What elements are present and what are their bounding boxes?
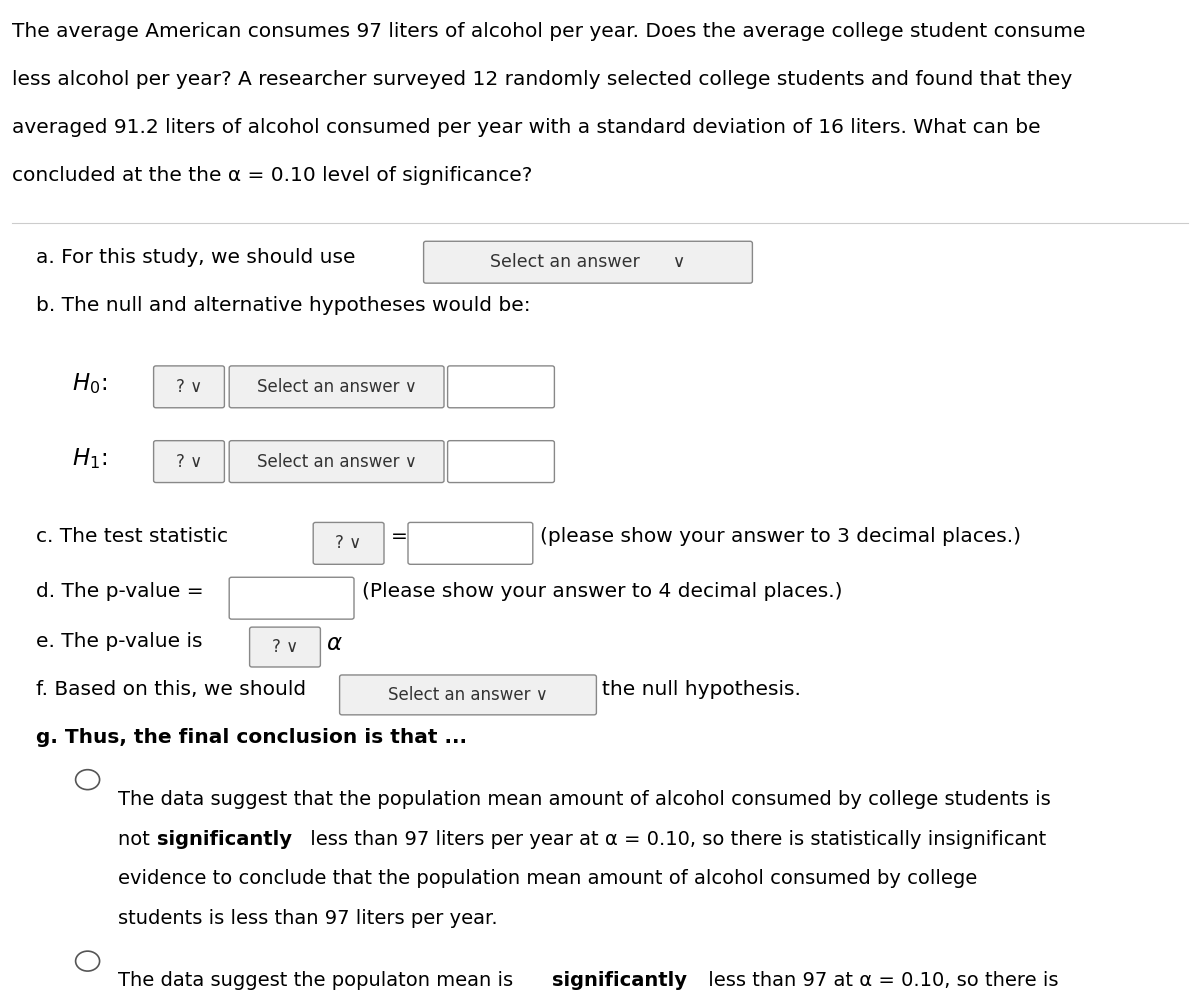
Text: ? ∨: ? ∨ — [176, 453, 202, 471]
Text: less than 97 at α = 0.10, so there is: less than 97 at α = 0.10, so there is — [702, 971, 1058, 990]
Text: averaged 91.2 liters of alcohol consumed per year with a standard deviation of 1: averaged 91.2 liters of alcohol consumed… — [12, 118, 1040, 137]
FancyBboxPatch shape — [229, 577, 354, 619]
FancyBboxPatch shape — [408, 522, 533, 564]
Text: c. The test statistic: c. The test statistic — [36, 527, 228, 546]
Text: not: not — [118, 830, 156, 848]
Text: $H_1$:: $H_1$: — [72, 446, 107, 471]
Text: d. The p-value =: d. The p-value = — [36, 582, 204, 601]
FancyBboxPatch shape — [250, 627, 320, 667]
Text: b. The null and alternative hypotheses would be:: b. The null and alternative hypotheses w… — [36, 296, 530, 315]
Text: e. The p-value is: e. The p-value is — [36, 632, 203, 651]
FancyBboxPatch shape — [229, 441, 444, 483]
Text: $\alpha$: $\alpha$ — [326, 632, 343, 655]
FancyBboxPatch shape — [313, 522, 384, 564]
Text: Select an answer ∨: Select an answer ∨ — [257, 378, 416, 396]
Text: ? ∨: ? ∨ — [336, 534, 361, 552]
Text: g. Thus, the final conclusion is that ...: g. Thus, the final conclusion is that ..… — [36, 728, 467, 747]
Text: ? ∨: ? ∨ — [272, 638, 298, 656]
Text: evidence to conclude that the population mean amount of alcohol consumed by coll: evidence to conclude that the population… — [118, 869, 977, 888]
Text: a. For this study, we should use: a. For this study, we should use — [36, 248, 355, 267]
Text: less alcohol per year? A researcher surveyed 12 randomly selected college studen: less alcohol per year? A researcher surv… — [12, 70, 1073, 89]
Text: significantly: significantly — [552, 971, 686, 990]
Text: The data suggest that the population mean amount of alcohol consumed by college : The data suggest that the population mea… — [118, 790, 1050, 809]
Text: The average American consumes 97 liters of alcohol per year. Does the average co: The average American consumes 97 liters … — [12, 22, 1086, 41]
Text: less than 97 liters per year at α = 0.10, so there is statistically insignifican: less than 97 liters per year at α = 0.10… — [304, 830, 1046, 848]
Text: Select an answer ∨: Select an answer ∨ — [257, 453, 416, 471]
Text: significantly: significantly — [157, 830, 293, 848]
Text: f. Based on this, we should: f. Based on this, we should — [36, 680, 306, 699]
FancyBboxPatch shape — [448, 366, 554, 408]
FancyBboxPatch shape — [154, 366, 224, 408]
Text: concluded at the the α = 0.10 level of significance?: concluded at the the α = 0.10 level of s… — [12, 166, 533, 184]
Text: Select an answer      ∨: Select an answer ∨ — [491, 253, 685, 271]
Text: Select an answer ∨: Select an answer ∨ — [388, 686, 548, 704]
Text: $H_0$:: $H_0$: — [72, 371, 107, 396]
Text: (Please show your answer to 4 decimal places.): (Please show your answer to 4 decimal pl… — [362, 582, 842, 601]
FancyBboxPatch shape — [340, 675, 596, 715]
Text: the null hypothesis.: the null hypothesis. — [602, 680, 802, 699]
Text: =: = — [391, 527, 408, 546]
FancyBboxPatch shape — [448, 441, 554, 483]
Text: The data suggest the populaton mean is: The data suggest the populaton mean is — [118, 971, 518, 990]
FancyBboxPatch shape — [424, 241, 752, 283]
Text: (please show your answer to 3 decimal places.): (please show your answer to 3 decimal pl… — [540, 527, 1021, 546]
Text: students is less than 97 liters per year.: students is less than 97 liters per year… — [118, 909, 497, 928]
Text: ? ∨: ? ∨ — [176, 378, 202, 396]
FancyBboxPatch shape — [154, 441, 224, 483]
FancyBboxPatch shape — [229, 366, 444, 408]
